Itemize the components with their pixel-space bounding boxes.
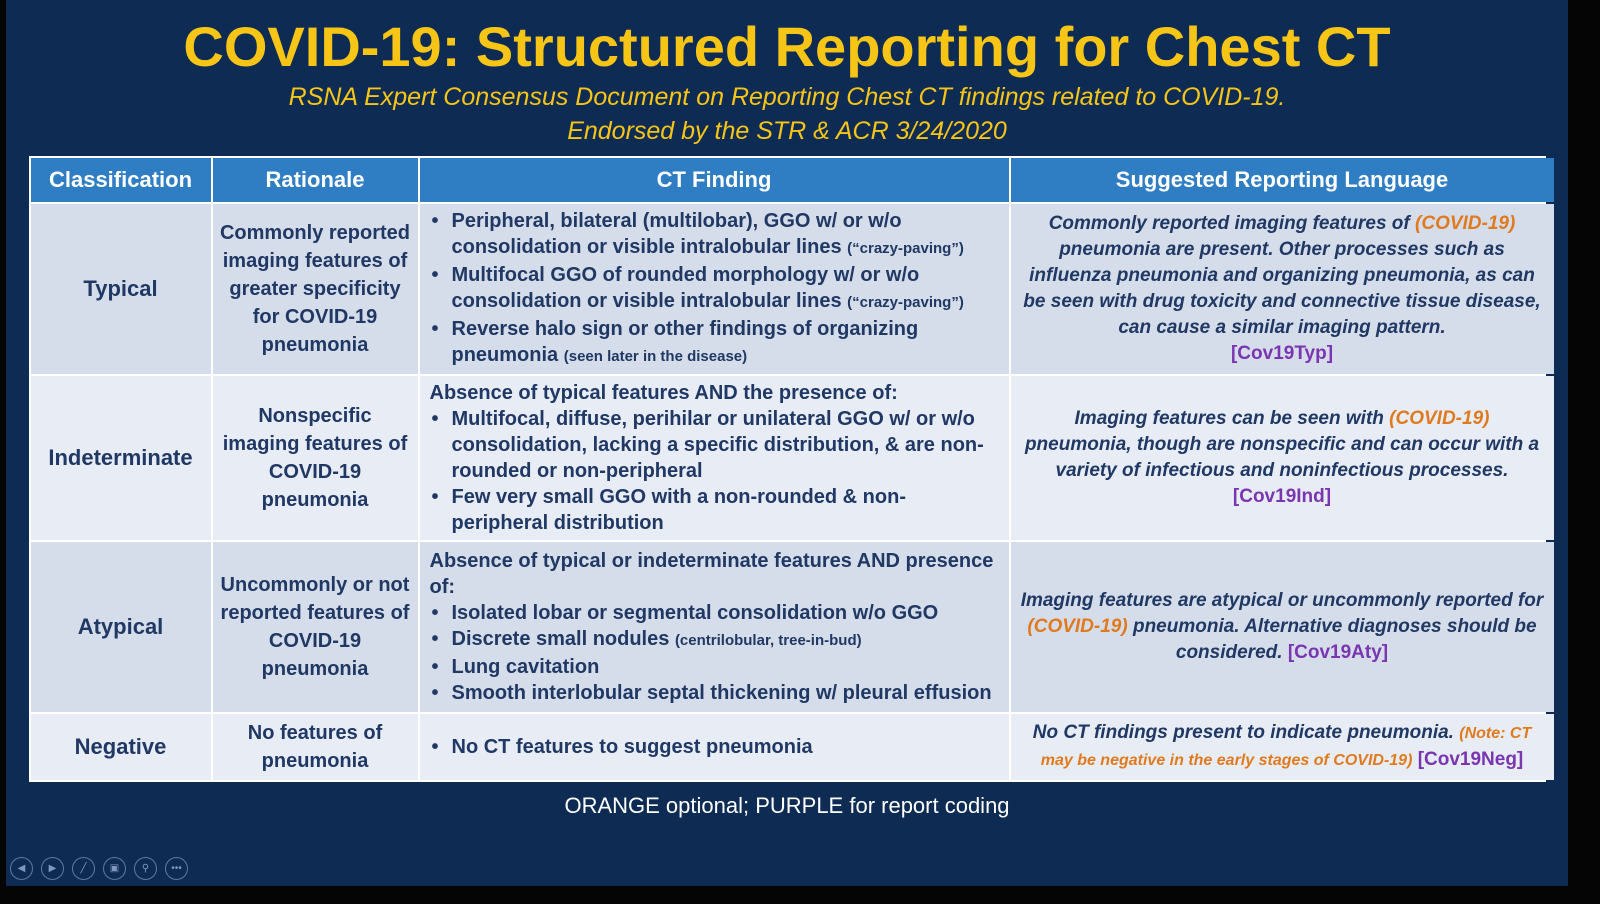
finding-item: Few very small GGO with a non-rounded & … (430, 484, 999, 536)
more-icon[interactable]: ••• (165, 857, 188, 880)
classification-indeterminate: Indeterminate (30, 376, 211, 540)
report-code: [Cov19Neg] (1417, 749, 1524, 770)
finding-item: Lung cavitation (430, 654, 999, 680)
language-indeterminate: Imaging features can be seen with (COVID… (1010, 376, 1554, 540)
finding-indeterminate: Absence of typical features AND the pres… (419, 376, 1009, 540)
previous-icon[interactable]: ◀ (10, 857, 33, 880)
finding-atypical: Absence of typical or indeterminate feat… (419, 542, 1009, 712)
rationale-indeterminate: Nonspecific imaging features of COVID-19… (212, 376, 418, 540)
finding-typical: Peripheral, bilateral (multilobar), GGO … (419, 204, 1009, 374)
finding-item: No CT features to suggest pneumonia (430, 734, 813, 760)
rationale-typical: Commonly reported imaging features of gr… (212, 204, 418, 374)
report-code: [Cov19Aty] (1287, 642, 1389, 663)
language-typical: Commonly reported imaging features of (C… (1010, 204, 1554, 374)
classification-typical: Typical (30, 204, 211, 374)
zoom-icon[interactable]: ⚲ (134, 857, 157, 880)
classification-atypical: Atypical (30, 542, 211, 712)
slides-icon[interactable]: ▣ (103, 857, 126, 880)
rationale-negative: No features of pneumonia (212, 714, 418, 780)
rationale-atypical: Uncommonly or not reported features of C… (212, 542, 418, 712)
subtitle: RSNA Expert Consensus Document on Report… (288, 83, 1286, 111)
header-reporting-language: Suggested Reporting Language (1010, 158, 1554, 202)
finding-item: Multifocal, diffuse, perihilar or unilat… (430, 406, 999, 484)
slide: COVID-19: Structured Reporting for Chest… (6, 0, 1568, 886)
language-negative: No CT findings present to indicate pneum… (1010, 714, 1554, 780)
header-rationale: Rationale (212, 158, 418, 202)
report-code: [Cov19Ind] (1232, 486, 1332, 507)
classification-table: Classification Rationale CT Finding Sugg… (28, 156, 1554, 782)
slide-title: COVID-19: Structured Reporting for Chest… (183, 15, 1391, 78)
pen-icon[interactable]: ╱ (72, 857, 95, 880)
language-atypical: Imaging features are atypical or uncommo… (1010, 542, 1554, 712)
header-ct-finding: CT Finding (419, 158, 1009, 202)
report-code: [Cov19Typ] (1230, 343, 1334, 364)
finding-item: Isolated lobar or segmental consolidatio… (430, 600, 999, 626)
next-icon[interactable]: ▶ (41, 857, 64, 880)
header-classification: Classification (30, 158, 211, 202)
finding-item: Smooth interlobular septal thickening w/… (430, 680, 999, 706)
subtitle-endorsement: Endorsed by the STR & ACR 3/24/2020 (567, 117, 1007, 145)
finding-item: Discrete small nodules (centrilobular, t… (430, 626, 999, 654)
classification-negative: Negative (30, 714, 211, 780)
finding-item: Multifocal GGO of rounded morphology w/ … (430, 262, 999, 316)
presentation-controls: ◀ ▶ ╱ ▣ ⚲ ••• (10, 857, 188, 880)
finding-item: Peripheral, bilateral (multilobar), GGO … (430, 208, 999, 262)
footer-note: ORANGE optional; PURPLE for report codin… (564, 793, 1010, 818)
finding-item: Reverse halo sign or other findings of o… (430, 316, 999, 370)
finding-negative: No CT features to suggest pneumonia (419, 714, 1009, 780)
